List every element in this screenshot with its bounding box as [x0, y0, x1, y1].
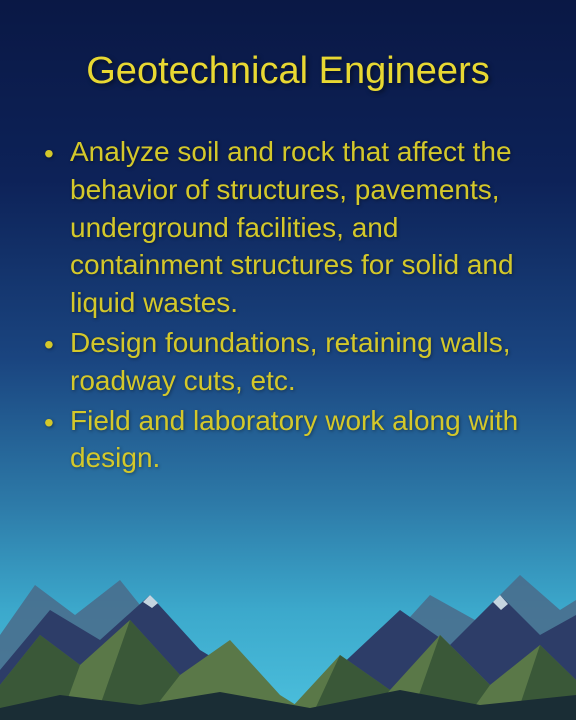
bullet-item: •Analyze soil and rock that affect the b… [44, 133, 536, 322]
bullet-item: •Design foundations, retaining walls, ro… [44, 324, 536, 400]
bullet-text: Field and laboratory work along with des… [70, 402, 536, 478]
slide-title: Geotechnical Engineers [40, 50, 536, 93]
bullet-item: •Field and laboratory work along with de… [44, 402, 536, 478]
mountain-illustration [0, 540, 576, 720]
bullet-text: Design foundations, retaining walls, roa… [70, 324, 536, 400]
slide-content: Geotechnical Engineers •Analyze soil and… [0, 0, 576, 499]
bullet-text: Analyze soil and rock that affect the be… [70, 133, 536, 322]
bullet-marker: • [44, 324, 70, 400]
bullet-marker: • [44, 402, 70, 478]
bullet-list: •Analyze soil and rock that affect the b… [40, 133, 536, 477]
bullet-marker: • [44, 133, 70, 322]
